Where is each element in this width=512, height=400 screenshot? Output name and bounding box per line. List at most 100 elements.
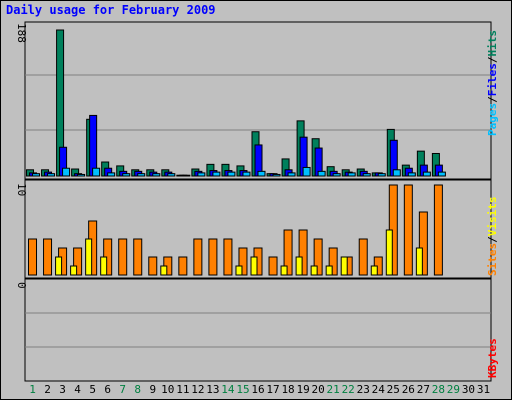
legend-entry: Sites xyxy=(486,243,499,276)
sites-bar xyxy=(418,211,428,276)
day-label: 13 xyxy=(206,383,219,396)
day-label: 27 xyxy=(417,383,430,396)
sites-bar xyxy=(358,238,368,276)
pages-bar xyxy=(107,172,116,177)
pages-bar xyxy=(227,171,236,177)
day-label: 25 xyxy=(387,383,400,396)
legend-entry: / xyxy=(486,236,499,243)
pages-bar xyxy=(182,174,191,177)
legend-1: Pages/Files/Hits xyxy=(486,30,499,136)
pages-bar xyxy=(32,173,41,177)
pages-bar xyxy=(212,171,221,177)
sites-bar xyxy=(328,247,338,276)
pages-bar xyxy=(62,167,71,177)
visits-bar xyxy=(280,265,288,276)
sites-bar xyxy=(43,238,53,276)
day-label: 7 xyxy=(119,383,126,396)
day-label: 24 xyxy=(372,383,386,396)
pages-bar xyxy=(137,173,146,177)
sites-bar xyxy=(148,256,158,276)
y-max-label-hits: 188 xyxy=(15,23,28,43)
visits-bar xyxy=(85,238,93,276)
day-label: 3 xyxy=(59,383,66,396)
visits-bar xyxy=(325,265,333,276)
day-label: 30 xyxy=(462,383,475,396)
visits-bar xyxy=(310,265,318,276)
y-max-label-kbytes: 0 xyxy=(15,282,28,289)
plot-panel-3 xyxy=(24,278,492,382)
legend-entry: KBytes xyxy=(486,338,499,378)
pages-bar xyxy=(257,170,266,177)
visits-bar xyxy=(100,256,108,276)
day-label: 29 xyxy=(447,383,460,396)
pages-bar xyxy=(77,173,86,177)
day-label: 9 xyxy=(149,383,156,396)
sites-bar xyxy=(223,238,233,276)
day-label: 14 xyxy=(221,383,235,396)
sites-bar xyxy=(298,229,308,276)
visits-bar xyxy=(160,265,168,276)
day-label: 20 xyxy=(312,383,325,396)
visits-bar xyxy=(295,256,303,276)
visits-bar xyxy=(250,256,258,276)
pages-bar xyxy=(362,173,371,177)
pages-bar xyxy=(272,173,281,177)
pages-bar xyxy=(407,172,416,177)
sites-bar xyxy=(433,184,443,276)
day-label: 22 xyxy=(342,383,355,396)
pages-bar xyxy=(197,172,206,177)
day-label: 5 xyxy=(89,383,96,396)
day-label: 28 xyxy=(432,383,445,396)
visits-bar xyxy=(55,256,63,276)
day-label: 23 xyxy=(357,383,370,396)
chart-title: Daily usage for February 2009 xyxy=(6,3,216,17)
pages-bar xyxy=(392,169,401,177)
pages-bar xyxy=(377,173,386,177)
day-label: 2 xyxy=(44,383,51,396)
day-label: 19 xyxy=(296,383,309,396)
legend-entry: Pages xyxy=(486,103,499,136)
day-label: 21 xyxy=(327,383,340,396)
pages-bar xyxy=(152,173,161,177)
day-label: 8 xyxy=(134,383,141,396)
legend-entry: Files xyxy=(486,63,499,96)
sites-bar xyxy=(28,238,38,276)
sites-bar xyxy=(73,247,83,276)
sites-bar xyxy=(268,256,278,276)
day-label: 4 xyxy=(74,383,81,396)
legend-entry: Hits xyxy=(486,30,499,57)
sites-bar xyxy=(283,229,293,276)
pages-bar xyxy=(347,172,356,177)
sites-bar xyxy=(313,238,323,276)
pages-bar xyxy=(422,171,431,177)
files-bar xyxy=(89,114,98,177)
pages-bar xyxy=(242,171,251,177)
visits-bar xyxy=(370,265,378,276)
sites-bar xyxy=(133,238,143,276)
day-label: 31 xyxy=(477,383,490,396)
y-max-label-sites: 10 xyxy=(15,183,28,196)
pages-bar xyxy=(437,171,446,177)
pages-bar xyxy=(287,172,296,177)
sites-bar xyxy=(238,247,248,276)
visits-bar xyxy=(340,256,348,276)
day-label: 12 xyxy=(191,383,204,396)
day-label: 15 xyxy=(236,383,249,396)
day-label: 1 xyxy=(29,383,36,396)
pages-bar xyxy=(167,173,176,177)
pages-bar xyxy=(122,173,131,177)
day-label: 17 xyxy=(266,383,279,396)
day-label: 26 xyxy=(402,383,415,396)
day-label: 10 xyxy=(161,383,174,396)
day-label: 18 xyxy=(281,383,294,396)
sites-bar xyxy=(193,238,203,276)
legend-entry: Visits xyxy=(486,197,499,237)
day-label: 11 xyxy=(176,383,189,396)
sites-bar xyxy=(403,184,413,276)
legend-3: KBytes xyxy=(486,338,499,378)
visits-bar xyxy=(235,265,243,276)
pages-bar xyxy=(317,170,326,177)
visits-bar xyxy=(70,265,78,276)
sites-bar xyxy=(208,238,218,276)
